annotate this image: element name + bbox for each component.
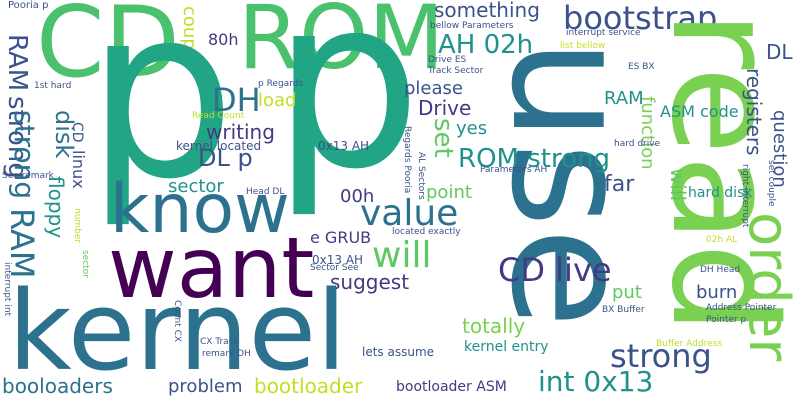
word-regards-pooria: Regards Pooria (402, 126, 412, 194)
word-dl-p: DL p (198, 144, 253, 172)
word-number: number (72, 208, 82, 244)
word-want: want (108, 219, 315, 317)
word-cd-large: CD (36, 0, 180, 100)
word-count-cx: Count CX (172, 300, 182, 343)
word-drive-es: Drive ES (428, 55, 467, 65)
word-remark-dh: remark DH (202, 349, 251, 359)
word-cd-live: CD live (498, 251, 612, 289)
word-dl: DL (766, 40, 793, 64)
word-read: read (640, 10, 800, 335)
word-booloaders: booloaders (2, 374, 113, 398)
word-please: please (404, 78, 463, 99)
word-see-remark: See remark (2, 171, 54, 181)
word-ram-vertical: RAM (2, 34, 32, 92)
word-00h: 00h (340, 186, 375, 207)
word-p-left: p (86, 0, 236, 231)
word-located-exactly: located exactly (392, 227, 461, 237)
word-strong-left: strong (8, 110, 41, 200)
word-kernel-located: kernel located (176, 139, 262, 153)
word-pooria-p: Pooria p (8, 0, 49, 11)
word-far: far (604, 172, 635, 197)
word-lets-assume: lets assume (362, 345, 435, 359)
word-cd-small: CD (69, 122, 85, 143)
word-use: use (475, 38, 666, 329)
word-kernel: kernel (8, 267, 347, 395)
word-strong-vertical: strong (2, 96, 32, 179)
word-track-sector: Track Sector (428, 66, 484, 76)
word-0x13-ah-top: 0x13 AH (318, 139, 370, 153)
word-drive: Drive (418, 96, 472, 120)
word-ram-large: RAM (3, 208, 41, 279)
word-sector-small: sector (80, 250, 90, 278)
word-cx-track: CX Track (200, 337, 239, 347)
word-couple: couple (179, 6, 200, 66)
word-something: something (434, 0, 540, 22)
word-e-grub: e GRUB (310, 228, 372, 247)
word-right-interrupt: right interrupt (740, 164, 750, 228)
word-0x13-ah-bottom: 0x13 AH (312, 253, 364, 267)
word-al-sectors: AL Sectors (416, 152, 426, 200)
word-set: set (428, 118, 458, 158)
word-totally: totally (462, 314, 526, 338)
word-head-dl: Head DL (246, 187, 285, 197)
word-question: question (769, 110, 790, 188)
word-floppy: floppy (44, 176, 68, 239)
word-ram-mid: RAM (604, 88, 644, 109)
word-pointer-p: Pointer p (706, 315, 747, 325)
word-yes: yes (456, 118, 488, 139)
word-dh: DH (212, 81, 261, 119)
word-will-vertical: will (666, 168, 690, 202)
word-will: will (372, 235, 432, 276)
word-strong-bottom: strong (610, 337, 712, 375)
word-dh-head: DH Head (700, 265, 741, 275)
word-buffer-address: Buffer Address (656, 339, 723, 349)
word-kernel-entry: kernel entry (464, 339, 549, 355)
word-interrupt-service: interrupt service (566, 28, 641, 38)
word-ah-02h: AH 02h (438, 30, 534, 60)
word-asm-code: ASM code (660, 102, 739, 121)
word-know: know (110, 170, 290, 249)
word-rom-strong: ROM strong (458, 144, 610, 174)
word-problem: problem (168, 376, 243, 397)
word-order: order (736, 212, 800, 362)
word-hard-drive: hard drive (614, 139, 661, 149)
word-rom: ROM (238, 0, 445, 89)
word-suggest: suggest (330, 270, 410, 294)
word-int-0x13: int 0x13 (538, 365, 654, 398)
word-burn: burn (696, 282, 738, 303)
word-linux: linux (69, 150, 88, 189)
word-writing: writing (206, 120, 275, 144)
word-address-pointer: Address Pointer (706, 303, 777, 313)
word-sector-see: Sector See (310, 263, 359, 273)
word-set-couple: set couple (766, 160, 776, 207)
word-02h-al: 02h AL (706, 235, 738, 245)
word-put: put (612, 282, 642, 303)
word-function: function (637, 96, 658, 170)
word-parameters-ah: Parameters AH (480, 165, 548, 175)
word-p-regards: p Regards (258, 79, 304, 89)
word-es-bx: ES BX (628, 62, 655, 72)
word-point: point (426, 182, 472, 203)
word-bellow-parameters: bellow Parameters (430, 21, 514, 31)
word-bootloader-asm: bootloader ASM (396, 379, 507, 395)
word-load: load (258, 90, 297, 111)
word-hard-disk: hard disk (688, 185, 753, 201)
word-list-bellow: list bellow (560, 41, 606, 51)
word-bx-buffer: BX Buffer (602, 305, 645, 315)
word-sector-mid: sector (168, 176, 224, 197)
word-registers: registers (742, 68, 766, 156)
word-disk: disk (50, 110, 78, 159)
word-read-count: Read Count (192, 111, 245, 121)
word-p-right: p (272, 0, 422, 221)
word-bootloader: bootloader (254, 374, 363, 398)
word-1st-hard: 1st hard (34, 81, 72, 91)
word-bootstrap: bootstrap (563, 0, 718, 37)
word-80h: 80h (208, 30, 239, 49)
word-value: value (360, 193, 459, 234)
word-interrupt-int: interrupt int (2, 262, 12, 317)
